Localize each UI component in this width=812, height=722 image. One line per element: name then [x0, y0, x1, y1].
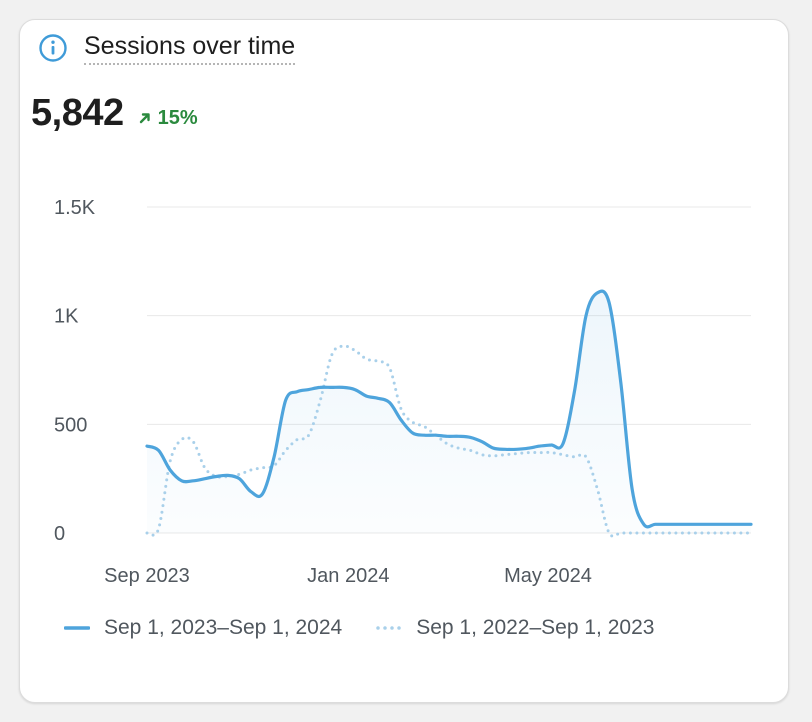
- metric-change-value: 15%: [157, 106, 198, 129]
- metric-value: 5,842: [31, 92, 124, 134]
- chart-legend: Sep 1, 2023–Sep 1, 2024 Sep 1, 2022–Sep …: [64, 616, 654, 640]
- series-area-current: [147, 291, 751, 533]
- legend-swatch-solid: [64, 626, 90, 630]
- metric-row: 5,842 15%: [31, 92, 198, 135]
- arrow-up-right-icon: [139, 113, 150, 124]
- y-tick-label: 1K: [54, 306, 79, 328]
- y-tick-label: 0: [54, 523, 65, 545]
- series-line-current: [145, 289, 753, 529]
- sessions-card: [19, 19, 789, 703]
- legend-label-current: Sep 1, 2023–Sep 1, 2024: [104, 616, 343, 639]
- legend-item-previous[interactable]: Sep 1, 2022–Sep 1, 2023: [376, 616, 654, 640]
- card-header: Sessions over time: [38, 30, 296, 65]
- legend-item-current[interactable]: Sep 1, 2023–Sep 1, 2024: [64, 616, 342, 640]
- info-icon[interactable]: [38, 33, 68, 63]
- x-tick-label: Sep 2023: [104, 565, 190, 587]
- series-line-previous: [145, 344, 753, 538]
- legend-label-previous: Sep 1, 2022–Sep 1, 2023: [416, 616, 655, 639]
- metric-change: 15%: [138, 107, 198, 130]
- y-tick-label: 500: [54, 414, 87, 436]
- y-tick-label: 1.5K: [54, 197, 96, 219]
- x-tick-label: May 2024: [504, 565, 592, 587]
- x-tick-label: Jan 2024: [307, 565, 389, 587]
- card-title[interactable]: Sessions over time: [84, 30, 296, 65]
- legend-swatch-dotted: [376, 626, 403, 630]
